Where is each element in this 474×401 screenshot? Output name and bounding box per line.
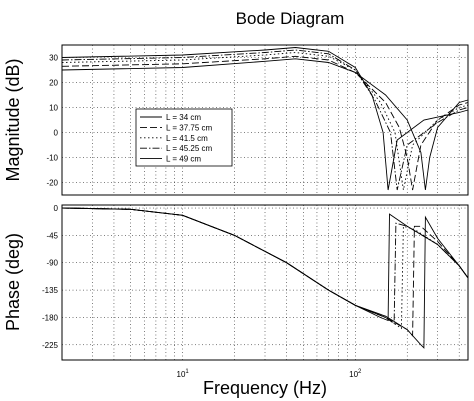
y-tick-label: -225 [42,341,59,350]
legend-label: L = 45.25 cm [166,144,213,153]
legend-label: L = 37.75 cm [166,123,213,132]
phase-grid [62,205,468,360]
y-tick-label: 0 [54,204,59,213]
magnitude-ticks: 30 20 10 0 -10 -20 [46,54,58,188]
series-line-phase [61,207,469,337]
x-tick-label: 102 [349,369,362,379]
y-tick-label: -135 [42,286,59,295]
y-tick-label: -180 [42,313,59,322]
legend-label: L = 49 cm [166,155,201,164]
y-tick-label: -45 [46,231,58,240]
y-tick-label: 10 [49,104,58,113]
legend: L = 34 cmL = 37.75 cm L = 41.5 cmL = 45.2… [135,108,233,167]
y-tick-label: 20 [49,79,58,88]
magnitude-panel: 30 20 10 0 -10 -20 Magnitude (dB) [3,44,469,196]
y-tick-label: -90 [46,259,58,268]
phase-ticks: 0 -45 -90 -135 -180 -225 [42,204,59,350]
chart-title: Bode Diagram [236,9,345,28]
y-tick-label: 30 [49,54,58,63]
series-line-magnitude [61,55,469,191]
magnitude-lines [61,47,469,191]
magnitude-ylabel: Magnitude (dB) [3,58,23,181]
phase-lines [61,207,469,349]
phase-panel: 0 -45 -90 -135 -180 -225 Phase (deg) [3,204,469,361]
series-line-magnitude [61,47,469,191]
series-line-magnitude [61,58,469,191]
legend-label: L = 34 cm [166,113,201,122]
x-tick-labels: 101 102 [177,369,363,379]
x-tick-label: 101 [177,369,190,379]
y-tick-label: -20 [46,179,58,188]
y-tick-label: -10 [46,154,58,163]
legend-label: L = 41.5 cm [166,134,208,143]
x-axis-label: Frequency (Hz) [203,378,327,398]
magnitude-grid [62,45,468,195]
series-line-phase [61,207,469,322]
series-line-magnitude [61,49,469,191]
y-tick-label: 0 [54,129,59,138]
phase-ylabel: Phase (deg) [3,233,23,331]
